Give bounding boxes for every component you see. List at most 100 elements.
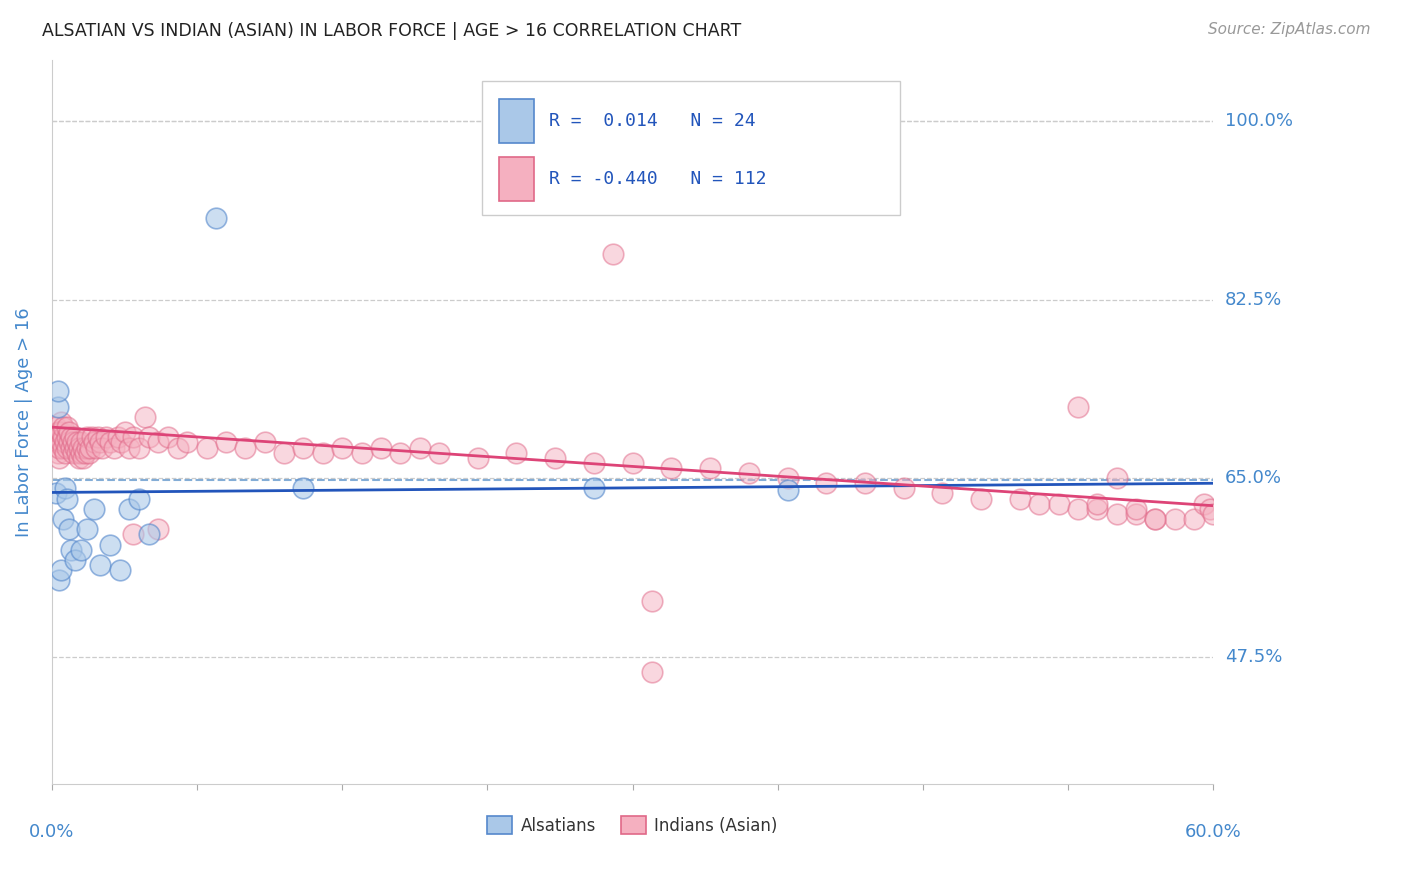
Point: [53, 445, 76, 459]
Point: [66, 445, 89, 459]
Point: [738, 466, 761, 480]
Point: [292, 441, 315, 455]
Point: [853, 476, 876, 491]
FancyBboxPatch shape: [499, 100, 534, 143]
Point: [1144, 512, 1167, 526]
Point: [122, 430, 145, 444]
Point: [45, 486, 67, 500]
Point: [72, 441, 94, 455]
Point: [1192, 497, 1215, 511]
Point: [91, 441, 114, 455]
Point: [1067, 400, 1090, 414]
Point: [350, 445, 373, 459]
Point: [544, 450, 567, 465]
Point: [77, 445, 100, 459]
Point: [215, 435, 238, 450]
Text: Source: ZipAtlas.com: Source: ZipAtlas.com: [1208, 22, 1371, 37]
Point: [1202, 507, 1225, 521]
Point: [1085, 501, 1108, 516]
Point: [931, 486, 953, 500]
Text: R = -0.440   N = 112: R = -0.440 N = 112: [548, 170, 766, 188]
Point: [114, 425, 136, 440]
Point: [408, 441, 430, 455]
Point: [330, 441, 353, 455]
Point: [82, 430, 104, 444]
Point: [46, 384, 69, 399]
Point: [51, 415, 73, 429]
Point: [51, 563, 73, 577]
Point: [427, 445, 450, 459]
Point: [76, 430, 98, 444]
Point: [83, 435, 105, 450]
Point: [148, 435, 170, 450]
Point: [69, 445, 91, 459]
Point: [89, 558, 111, 572]
Point: [253, 435, 276, 450]
Point: [1182, 512, 1205, 526]
Point: [73, 445, 96, 459]
Point: [89, 435, 111, 450]
Text: 82.5%: 82.5%: [1225, 291, 1282, 309]
Point: [51, 435, 73, 450]
Point: [53, 435, 76, 450]
Point: [98, 537, 121, 551]
Point: [1085, 497, 1108, 511]
Point: [235, 441, 257, 455]
Point: [87, 430, 110, 444]
Point: [776, 471, 799, 485]
Point: [103, 441, 125, 455]
Point: [63, 441, 86, 455]
Point: [110, 435, 132, 450]
Point: [58, 435, 80, 450]
Point: [45, 420, 67, 434]
Point: [148, 522, 170, 536]
Point: [67, 450, 90, 465]
Point: [118, 501, 141, 516]
Point: [52, 430, 75, 444]
Text: ALSATIAN VS INDIAN (ASIAN) IN LABOR FORCE | AGE > 16 CORRELATION CHART: ALSATIAN VS INDIAN (ASIAN) IN LABOR FORC…: [42, 22, 741, 40]
Point: [69, 435, 91, 450]
Point: [98, 435, 121, 450]
Point: [45, 430, 67, 444]
Point: [582, 456, 605, 470]
Point: [58, 522, 80, 536]
Point: [63, 553, 86, 567]
Point: [46, 445, 69, 459]
Point: [76, 441, 98, 455]
Point: [51, 425, 73, 440]
Point: [52, 512, 75, 526]
Point: [582, 482, 605, 496]
Point: [52, 420, 75, 434]
Point: [176, 435, 198, 450]
Point: [66, 435, 89, 450]
Text: 47.5%: 47.5%: [1225, 648, 1282, 665]
Point: [118, 441, 141, 455]
Point: [56, 441, 79, 455]
Point: [58, 425, 80, 440]
Point: [128, 441, 150, 455]
Point: [46, 400, 69, 414]
Point: [63, 430, 86, 444]
Point: [505, 445, 527, 459]
Point: [815, 476, 838, 491]
Point: [1047, 497, 1070, 511]
Point: [641, 665, 664, 680]
Point: [48, 425, 70, 440]
Point: [389, 445, 412, 459]
Point: [166, 441, 188, 455]
Point: [1198, 501, 1220, 516]
Point: [1105, 507, 1128, 521]
Point: [62, 435, 84, 450]
Point: [893, 482, 915, 496]
Point: [970, 491, 993, 506]
Point: [1008, 491, 1031, 506]
Point: [48, 441, 70, 455]
Point: [1067, 501, 1090, 516]
FancyBboxPatch shape: [482, 81, 900, 216]
Point: [94, 430, 117, 444]
Point: [1125, 507, 1147, 521]
Text: 65.0%: 65.0%: [1225, 469, 1282, 487]
Point: [467, 450, 489, 465]
Point: [108, 563, 131, 577]
Point: [138, 527, 160, 541]
